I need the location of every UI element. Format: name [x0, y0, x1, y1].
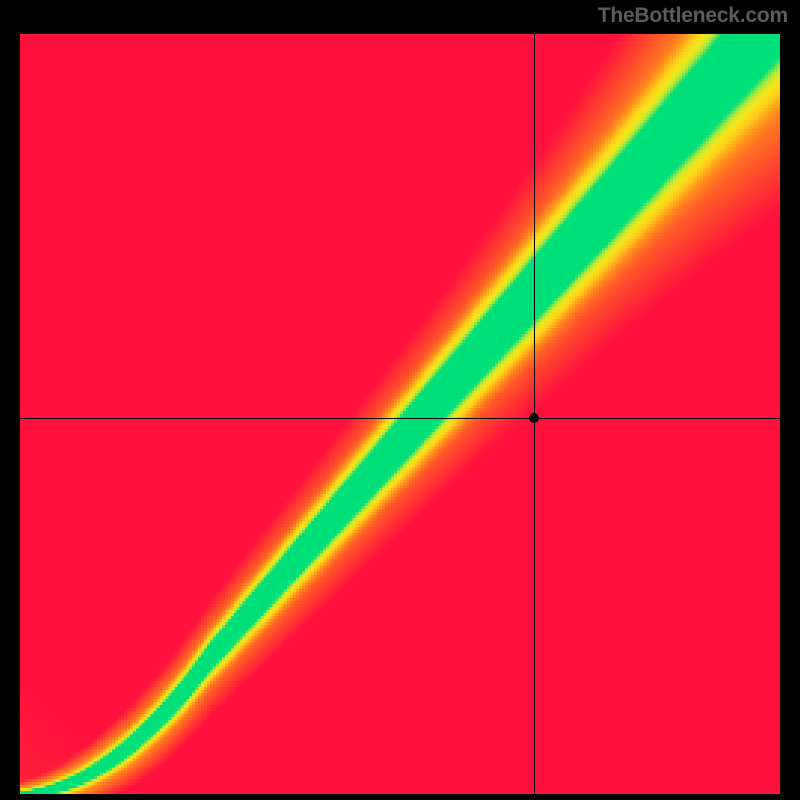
attribution-text: TheBottleneck.com [598, 4, 788, 28]
heatmap-canvas [20, 34, 780, 794]
page-root: TheBottleneck.com [0, 0, 800, 800]
heatmap-plot [20, 34, 780, 794]
